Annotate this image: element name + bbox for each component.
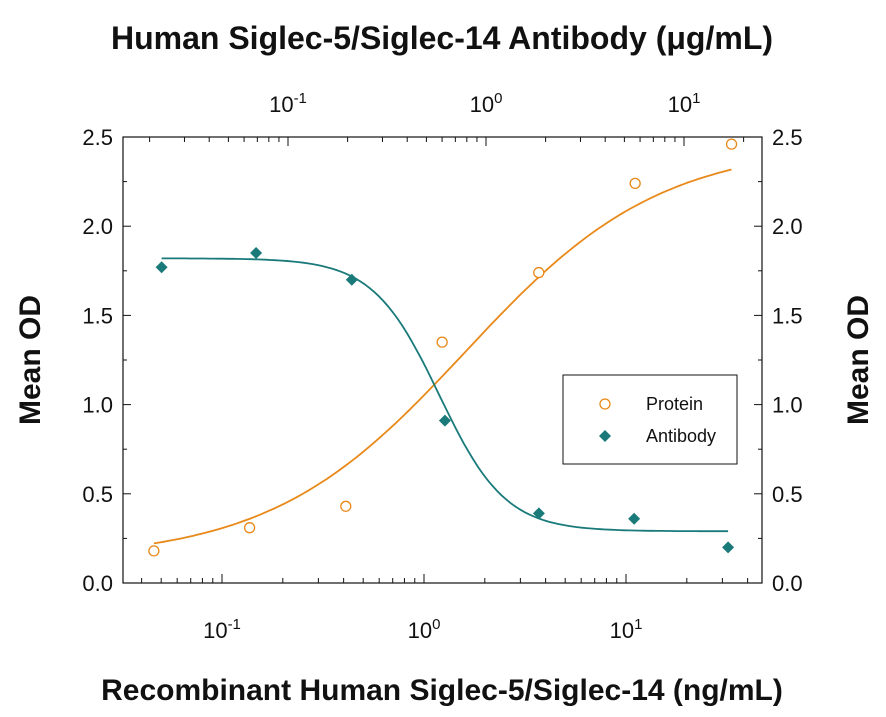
chart-top-title: Human Siglec-5/Siglec-14 Antibody (μg/mL… bbox=[111, 20, 773, 56]
y-tick-label-right: 2.0 bbox=[772, 214, 803, 239]
antibody-fit-curve bbox=[161, 257, 729, 533]
antibody-point bbox=[532, 507, 545, 520]
y-tick-label-right: 2.5 bbox=[772, 125, 803, 150]
y-tick-label-left: 0.0 bbox=[82, 571, 113, 596]
protein-point bbox=[533, 266, 545, 279]
y-tick-label-left: 2.0 bbox=[82, 214, 113, 239]
y-tick-label-left: 0.5 bbox=[82, 482, 113, 507]
plot-frame bbox=[122, 136, 763, 584]
x-top-tick-label: 10-1 bbox=[269, 90, 307, 117]
x-axis-label: Recombinant Human Siglec-5/Siglec-14 (ng… bbox=[101, 674, 783, 707]
antibody-point bbox=[722, 541, 735, 554]
legend: Protein Antibody bbox=[562, 374, 738, 465]
antibody-point bbox=[250, 246, 263, 259]
protein-point bbox=[725, 138, 738, 150]
antibody-point bbox=[345, 273, 358, 286]
x-top-tick-label: 101 bbox=[668, 90, 701, 117]
legend-protein-marker bbox=[599, 398, 611, 410]
tick-labels: 0.0 0.0 0.5 0.5 1.0 1.0 1.5 1.5 2.0 2.0 2.5 2.5 10-1… bbox=[82, 90, 802, 643]
protein-point bbox=[436, 336, 448, 348]
protein-point bbox=[340, 500, 352, 512]
data-markers bbox=[148, 138, 738, 557]
legend-antibody-label: Antibody bbox=[646, 426, 716, 446]
x-bottom-tick-label: 100 bbox=[408, 616, 441, 643]
antibody-point bbox=[155, 261, 168, 274]
y-tick-label-right: 0.5 bbox=[772, 482, 803, 507]
y-tick-label-right: 1.5 bbox=[772, 303, 803, 328]
fit-curves bbox=[153, 168, 732, 545]
legend-box bbox=[562, 374, 738, 465]
antibody-point bbox=[438, 414, 451, 427]
legend-protein-label: Protein bbox=[646, 394, 703, 414]
protein-point bbox=[148, 545, 160, 557]
y-tick-label-right: 0.0 bbox=[772, 571, 803, 596]
protein-fit-curve bbox=[153, 168, 732, 545]
y-tick-label-left: 2.5 bbox=[82, 125, 113, 150]
plot-area bbox=[122, 136, 763, 584]
x-bottom-tick-label: 10-1 bbox=[203, 616, 241, 643]
protein-point bbox=[243, 522, 256, 534]
protein-point bbox=[629, 177, 641, 190]
y-axis-label-right: Mean OD bbox=[842, 295, 875, 425]
y-tick-label-left: 1.5 bbox=[82, 303, 113, 328]
y-axis-label-left: Mean OD bbox=[14, 295, 47, 425]
x-bottom-tick-label: 101 bbox=[610, 616, 643, 643]
antibody-point bbox=[628, 512, 641, 525]
legend-antibody-marker bbox=[599, 430, 611, 442]
axis-ticks bbox=[123, 136, 762, 584]
y-tick-label-left: 1.0 bbox=[82, 393, 113, 418]
x-top-tick-label: 100 bbox=[470, 90, 503, 117]
y-tick-label-right: 1.0 bbox=[772, 393, 803, 418]
